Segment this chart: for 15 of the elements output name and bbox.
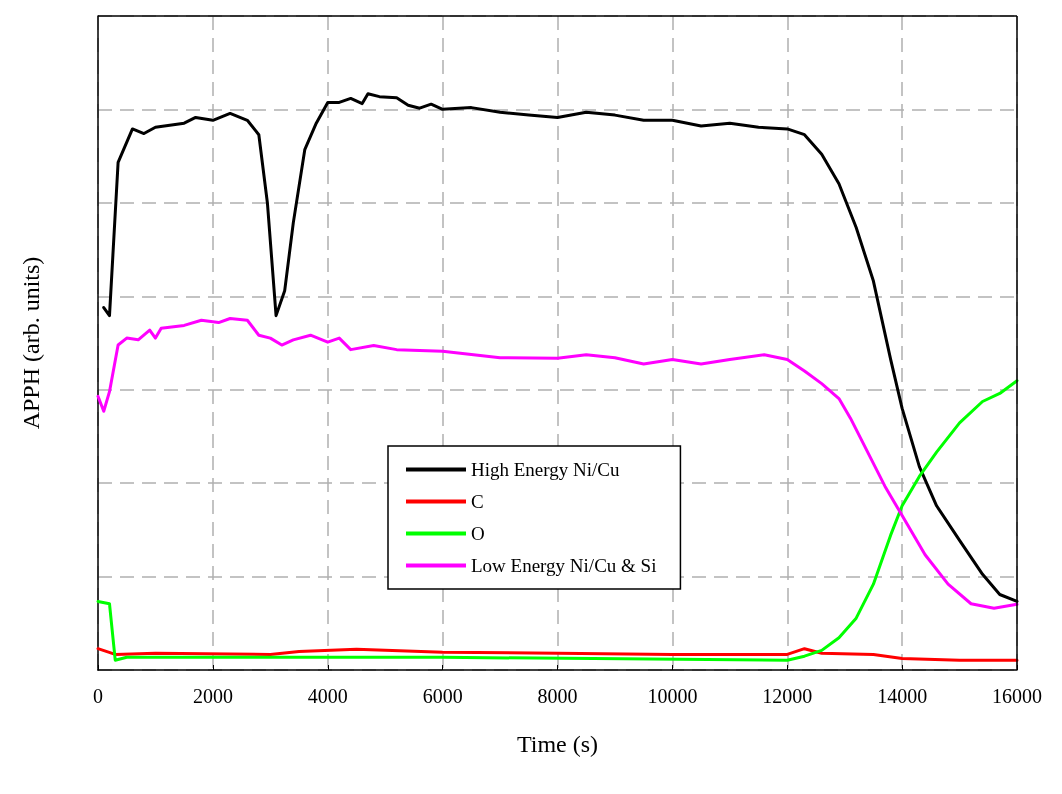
- x-tick-label: 6000: [422, 685, 463, 707]
- legend-label: High Energy Ni/Cu: [471, 459, 620, 480]
- x-tick-label: 10000: [647, 685, 698, 707]
- x-tick-label: 14000: [877, 685, 928, 707]
- x-tick-label: 12000: [762, 685, 813, 707]
- x-tick-label: 2000: [192, 685, 233, 707]
- x-tick-label: 16000: [992, 685, 1042, 707]
- x-tick-label: 0: [93, 685, 103, 707]
- legend-label: O: [471, 523, 485, 544]
- x-tick-label: 8000: [537, 685, 578, 707]
- y-axis-title: APPH (arb. units): [18, 256, 44, 430]
- legend-label: C: [471, 491, 484, 512]
- x-axis-title: Time (s): [516, 731, 599, 757]
- x-tick-label: 4000: [307, 685, 348, 707]
- legend-label: Low Energy Ni/Cu & Si: [471, 555, 657, 576]
